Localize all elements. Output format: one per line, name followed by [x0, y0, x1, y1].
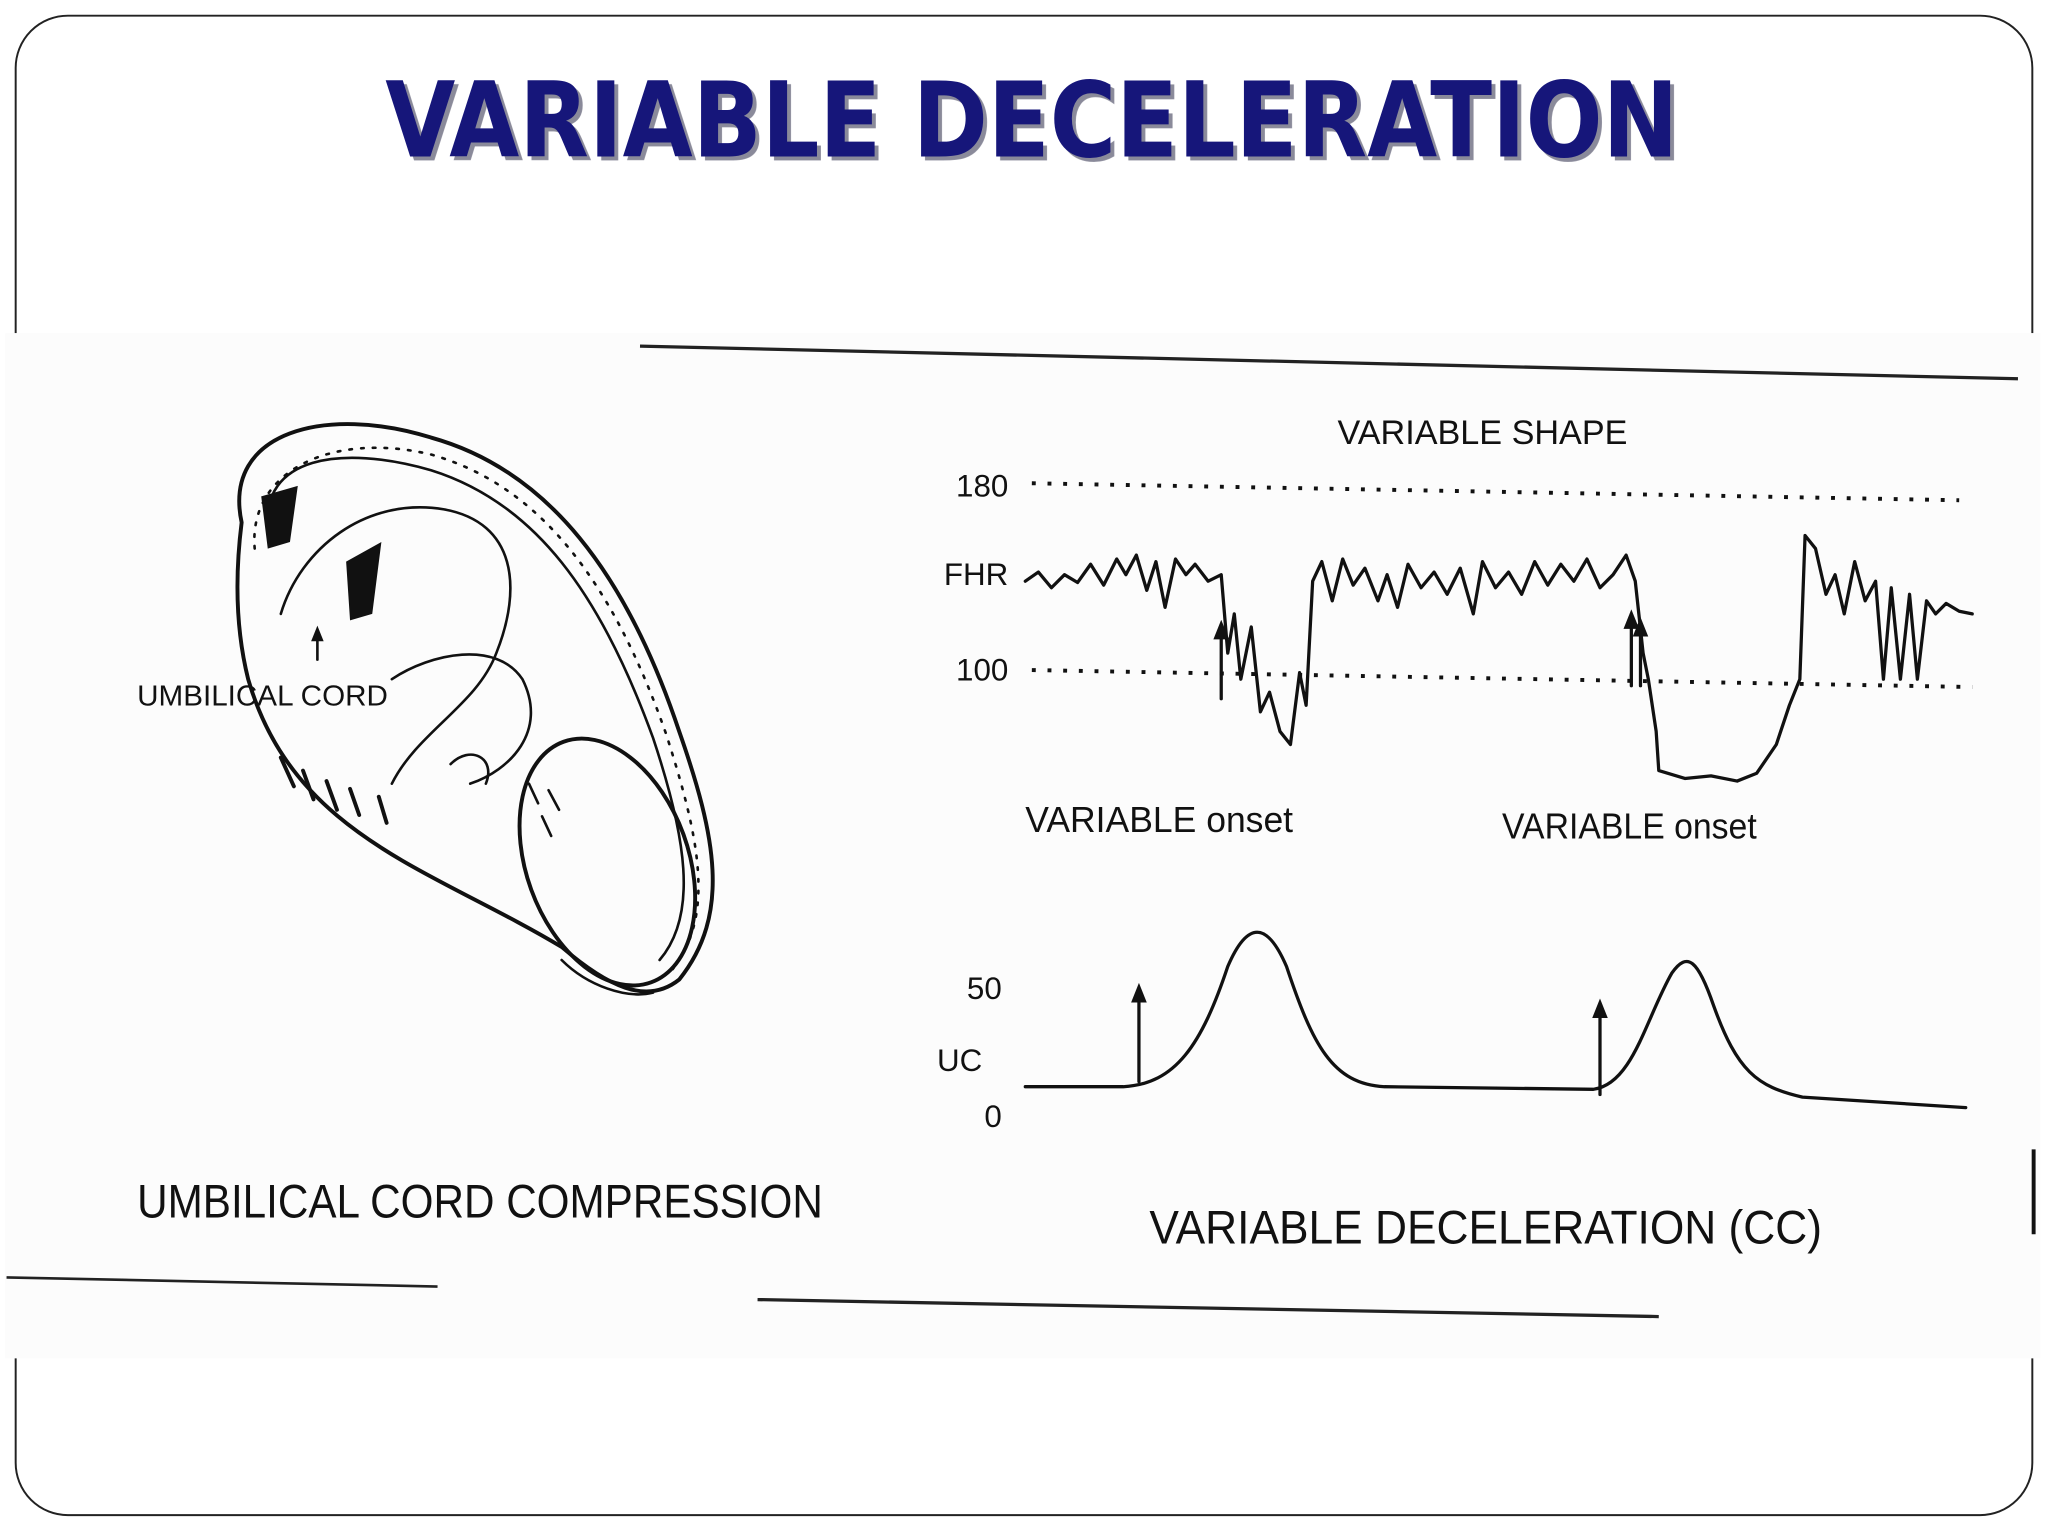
uterus-illustration: [235, 422, 715, 996]
uterus-illustration: [235, 422, 715, 994]
slide-title: VARIABLE DECELERATION: [385, 60, 1678, 182]
uc-upper-label: 50: [967, 971, 1002, 1006]
fhr-trace: [1023, 533, 1974, 783]
fhr-lower-label: 100: [956, 652, 1008, 687]
uterus-illustration: [278, 755, 389, 825]
uterus-illustration: [517, 736, 698, 988]
trace-title: VARIABLE SHAPE: [1337, 414, 1627, 452]
uterus-illustration: [560, 958, 655, 996]
left-caption: UMBILICAL CORD COMPRESSION: [137, 1174, 823, 1227]
onset-label: VARIABLE onset: [1025, 799, 1293, 840]
scanned-figure: [5, 333, 2041, 1359]
scan-rule: [639, 344, 2018, 381]
onset-label: VARIABLE onset: [1502, 806, 1757, 847]
uterus-illustration: [279, 506, 512, 785]
fhr-lower-guide: [1031, 668, 1973, 689]
uterus-illustration: [449, 753, 561, 838]
fhr-upper-label: 180: [956, 468, 1008, 503]
scan-rule: [757, 1297, 1659, 1319]
cord-label: UMBILICAL CORD: [137, 680, 388, 712]
scan-rule: [6, 1276, 438, 1288]
uterus-illustration: [390, 653, 533, 785]
fhr-axis-label: FHR: [944, 557, 1008, 592]
uc-axis-label: UC: [937, 1043, 982, 1078]
uc-trace: [1023, 930, 1968, 1110]
uterus-illustration: [261, 485, 382, 621]
scan-background: [5, 333, 2041, 1359]
uterus-illustration: [266, 456, 686, 962]
uc-lower-label: 0: [984, 1099, 1001, 1134]
right-caption: VARIABLE DECELERATION (CC): [1149, 1200, 1822, 1253]
